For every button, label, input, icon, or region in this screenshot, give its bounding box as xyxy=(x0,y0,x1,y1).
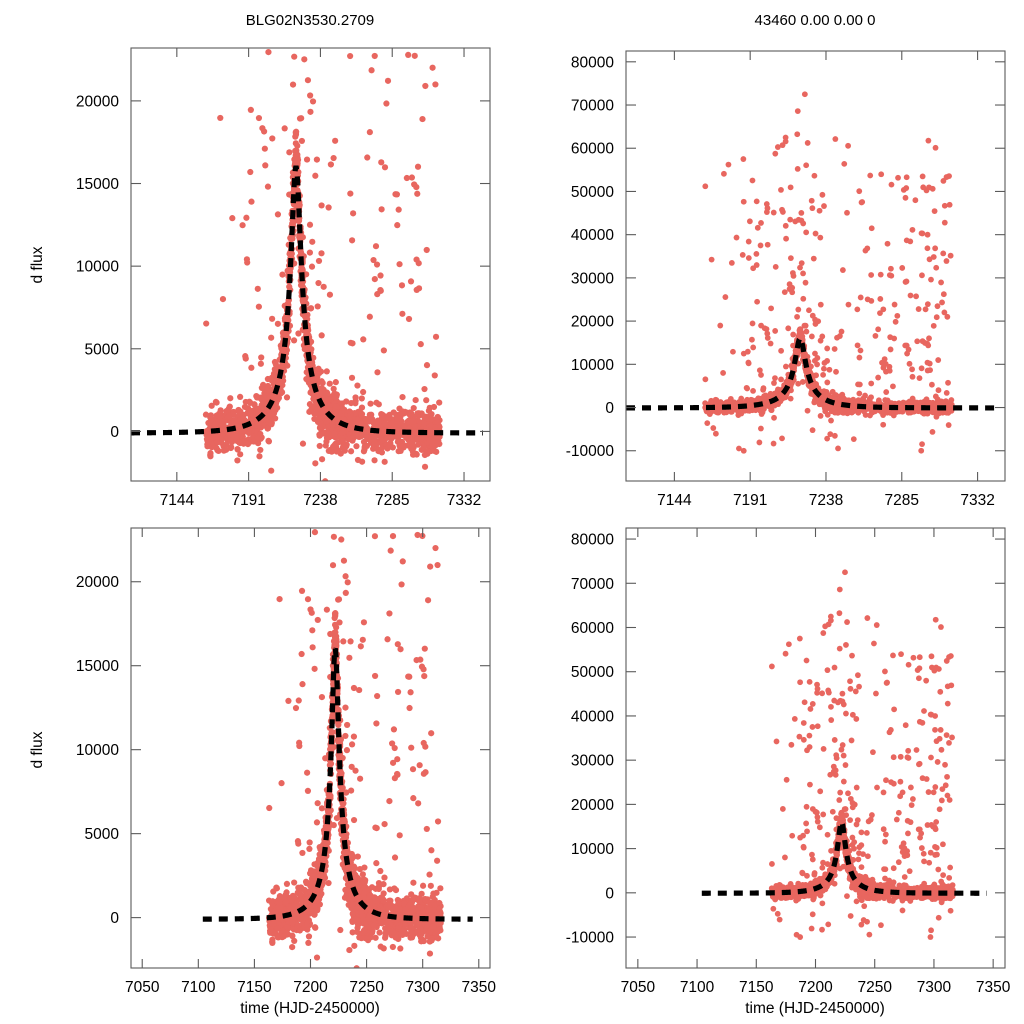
panel-top-left-plot-area xyxy=(131,49,483,481)
panel-top-right-xtick-labels: 7144 7191 7238 7285 7332 xyxy=(657,492,995,509)
panel-bottom-left: 0 5000 10000 15000 20000 7050 7100 7150 7200 725… xyxy=(29,527,496,1017)
xtick-label: 7050 xyxy=(621,979,656,996)
ytick-label: -10000 xyxy=(566,443,615,460)
xtick-label: 7238 xyxy=(303,492,337,509)
xtick-label: 7332 xyxy=(447,492,481,509)
panel-top-left: BLG02N3530.2709 0 5000 10000 15000 20000 714… xyxy=(29,12,491,509)
xtick-label: 7191 xyxy=(733,492,767,509)
panel-bottom-left-xlabel: time (HJD-2450000) xyxy=(240,1000,380,1017)
ytick-label: 30000 xyxy=(571,270,614,287)
panel-bottom-right-ticks xyxy=(626,528,1005,968)
panel-top-left-ylabel: d flux xyxy=(29,246,46,283)
model-curve-bottom-right xyxy=(701,817,987,896)
ytick-label: 30000 xyxy=(571,753,614,770)
xtick-label: 7150 xyxy=(739,979,774,996)
ytick-label: 10000 xyxy=(76,742,119,759)
xtick-label: 7300 xyxy=(917,979,952,996)
ytick-label: 20000 xyxy=(76,574,119,591)
xtick-label: 7350 xyxy=(462,979,497,996)
ytick-label: 60000 xyxy=(571,620,614,637)
ytick-label: 15000 xyxy=(76,658,119,675)
xtick-label: 7285 xyxy=(375,492,409,509)
ytick-label: 60000 xyxy=(571,141,614,158)
ytick-label: 0 xyxy=(605,400,614,417)
ytick-label: 70000 xyxy=(571,576,614,593)
panel-top-right-plot-area xyxy=(626,91,998,454)
ytick-label: 80000 xyxy=(571,54,614,71)
xtick-label: 7332 xyxy=(960,492,994,509)
ytick-label: 70000 xyxy=(571,98,614,115)
panel-top-left-xtick-labels: 7144 7191 7238 7285 7332 xyxy=(160,492,482,509)
panel-bottom-left-ytick-labels: 0 5000 10000 15000 20000 xyxy=(76,574,119,927)
panel-bottom-left-ylabel: d flux xyxy=(29,731,46,768)
xtick-label: 7144 xyxy=(657,492,692,509)
data-points-top-left xyxy=(202,49,443,481)
xtick-label: 7150 xyxy=(237,979,272,996)
model-curve-bottom-left xyxy=(202,647,473,922)
panel-top-right-frame xyxy=(625,50,1006,482)
panel-top-right-ytick-labels: -10000 0 10000 20000 30000 40000 50000 60000 700… xyxy=(566,54,615,460)
xtick-label: 7300 xyxy=(405,979,440,996)
ytick-label: 15000 xyxy=(76,176,119,193)
ytick-label: 5000 xyxy=(85,826,120,843)
ytick-label: 0 xyxy=(110,910,119,927)
xtick-label: 7285 xyxy=(885,492,919,509)
ytick-label: 0 xyxy=(110,424,119,441)
data-points-bottom-left xyxy=(265,529,444,968)
xtick-label: 7100 xyxy=(680,979,715,996)
ytick-label: 40000 xyxy=(571,708,614,725)
ytick-label: 20000 xyxy=(571,314,614,331)
panel-top-right: 43460 0.00 0.00 0 -10000 0 10000 20000 30000… xyxy=(566,12,1006,509)
panel-top-left-frame xyxy=(130,47,491,482)
xtick-label: 7191 xyxy=(231,492,265,509)
ytick-label: 10000 xyxy=(571,841,614,858)
xtick-label: 7200 xyxy=(798,979,833,996)
xtick-label: 7144 xyxy=(160,492,195,509)
panel-bottom-right-xtick-labels: 7050 7100 7150 7200 7250 7300 7350 xyxy=(621,979,1011,996)
panel-bottom-right-frame xyxy=(625,527,1006,969)
xtick-label: 7350 xyxy=(976,979,1011,996)
ytick-label: 80000 xyxy=(571,532,614,549)
panel-bottom-right-plot-area xyxy=(701,569,987,940)
ytick-label: 40000 xyxy=(571,227,614,244)
panel-top-left-title: BLG02N3530.2709 xyxy=(246,12,374,29)
xtick-label: 7250 xyxy=(349,979,384,996)
panel-bottom-left-xtick-labels: 7050 7100 7150 7200 7250 7300 7350 xyxy=(125,979,496,996)
panel-top-left-ytick-labels: 0 5000 10000 15000 20000 xyxy=(76,93,119,441)
ytick-label: 20000 xyxy=(571,797,614,814)
xtick-label: 7100 xyxy=(181,979,216,996)
panel-bottom-right-ytick-labels: -10000 0 10000 20000 30000 40000 50000 60000 700… xyxy=(566,532,615,947)
panel-top-right-ticks xyxy=(626,51,1005,481)
panel-bottom-left-ticks xyxy=(131,528,490,968)
ytick-label: 0 xyxy=(605,885,614,902)
xtick-label: 7238 xyxy=(809,492,843,509)
ytick-label: 50000 xyxy=(571,184,614,201)
ytick-label: 50000 xyxy=(571,664,614,681)
ytick-label: 10000 xyxy=(571,357,614,374)
xtick-label: 7050 xyxy=(125,979,160,996)
ytick-label: 20000 xyxy=(76,93,119,110)
xtick-label: 7200 xyxy=(293,979,328,996)
ytick-label: 5000 xyxy=(85,341,120,358)
panel-top-left-ticks xyxy=(131,48,490,481)
panel-bottom-left-plot-area xyxy=(202,529,473,968)
model-curve-top-left xyxy=(131,165,483,436)
xtick-label: 7250 xyxy=(857,979,892,996)
panel-top-right-title: 43460 0.00 0.00 0 xyxy=(755,12,876,29)
panel-bottom-right-xlabel: time (HJD-2450000) xyxy=(745,1000,885,1017)
panel-bottom-right: -10000 0 10000 20000 30000 40000 50000 60000 700… xyxy=(566,527,1011,1017)
ytick-label: -10000 xyxy=(566,930,615,947)
ytick-label: 10000 xyxy=(76,259,119,276)
